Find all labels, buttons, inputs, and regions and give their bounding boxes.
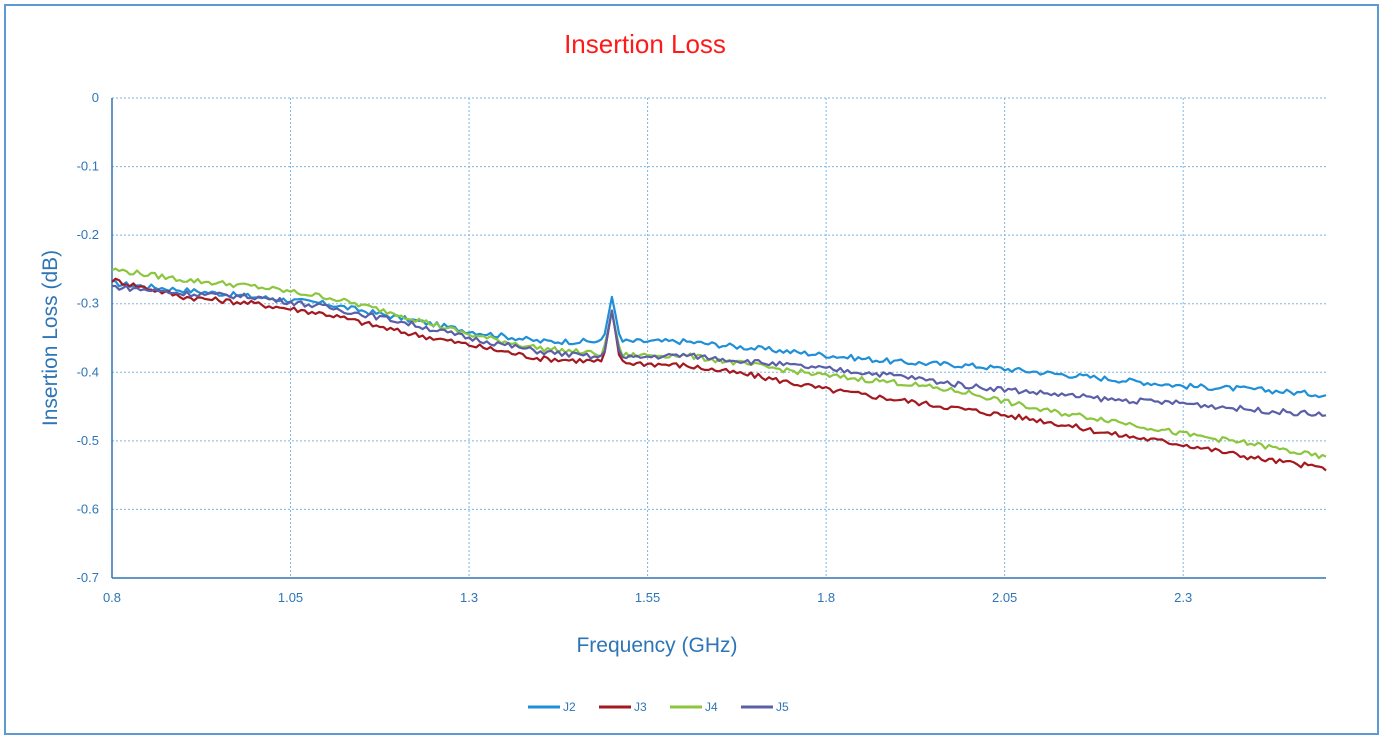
series-line-j4 <box>111 267 1327 460</box>
legend-label-j5: J5 <box>776 700 789 714</box>
y-tick-label: -0.3 <box>77 296 99 311</box>
y-tick-label: -0.5 <box>77 433 99 448</box>
x-tick-label: 1.8 <box>817 590 835 605</box>
series-layer <box>111 267 1327 472</box>
x-tick-label: 1.3 <box>460 590 478 605</box>
axis-layer <box>111 98 1326 579</box>
grid-layer <box>112 97 1326 578</box>
chart-frame <box>4 4 1379 735</box>
legend: J2 J3 J4 J5 <box>528 700 789 714</box>
legend-label-j3: J3 <box>634 700 647 714</box>
x-tick-label: 1.55 <box>635 590 660 605</box>
y-tick-label: -0.2 <box>77 227 99 242</box>
x-tick-label: 2.3 <box>1174 590 1192 605</box>
y-tick-label: 0 <box>92 90 99 105</box>
y-tick-label: -0.1 <box>77 159 99 174</box>
series-line-j5 <box>112 284 1327 417</box>
tick-layer: 0 -0.1 -0.2 -0.3 -0.4 -0.5 -0.6 -0.7 0.8 1.05 1.3 1… <box>77 90 1193 605</box>
y-tick-label: -0.6 <box>77 501 99 516</box>
chart-title: Insertion Loss <box>564 29 726 59</box>
y-axis-title: Insertion Loss (dB) <box>39 250 62 426</box>
y-tick-label: -0.4 <box>77 364 99 379</box>
y-tick-label: -0.7 <box>77 570 99 585</box>
x-tick-label: 1.05 <box>278 590 303 605</box>
legend-label-j2: J2 <box>563 700 576 714</box>
x-axis-title: Frequency (GHz) <box>576 634 737 657</box>
series-line-j3 <box>111 277 1327 472</box>
legend-label-j4: J4 <box>705 700 718 714</box>
x-tick-label: 2.05 <box>992 590 1017 605</box>
series-line-j2 <box>111 279 1327 399</box>
x-tick-label: 0.8 <box>103 590 121 605</box>
